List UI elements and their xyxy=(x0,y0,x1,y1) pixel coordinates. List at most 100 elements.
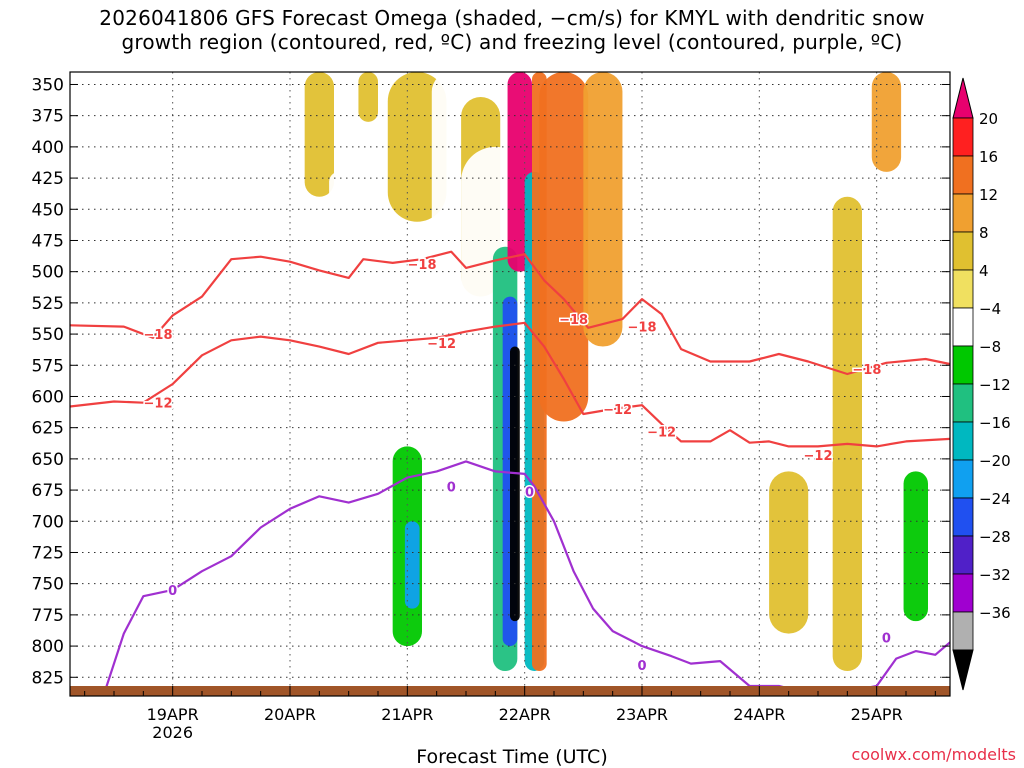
x-axis-title: Forecast Time (UTC) xyxy=(416,746,608,768)
y-tick-label-625: 625 xyxy=(32,419,64,439)
colorbar-band-6 xyxy=(952,307,974,347)
colorbar-band-7 xyxy=(952,345,974,385)
y-tick-label-650: 650 xyxy=(32,450,64,470)
y-tick-label-375: 375 xyxy=(32,107,64,127)
colorbar-band-12 xyxy=(952,535,974,575)
colorbar-band-10 xyxy=(952,459,974,499)
contour-line-1 xyxy=(70,321,950,448)
contour-label-2-1: 0 xyxy=(447,480,456,495)
x-tick-label-4: 23APR xyxy=(616,705,668,724)
omega-cell-20 xyxy=(539,72,589,422)
x-tick-label-0: 19APR xyxy=(147,705,199,724)
omega-cell-23 xyxy=(656,72,686,397)
omega-cell-2 xyxy=(270,72,290,247)
y-axis: 350 375 400 425 450 475 500 525 550 575 600 625 650 6… xyxy=(32,75,950,688)
contour-label-2-3: 0 xyxy=(637,659,646,674)
omega-cell-21 xyxy=(583,72,623,347)
contour-label-0-4: −18 xyxy=(628,321,657,336)
omega-cell-9 xyxy=(404,521,420,609)
colorbar-label-1: 16 xyxy=(979,148,998,166)
y-tick-label-400: 400 xyxy=(32,138,64,158)
colorbar-label-2: 12 xyxy=(979,186,998,204)
colorbar-band-13 xyxy=(952,573,974,613)
y-tick-label-775: 775 xyxy=(32,606,64,626)
x-tick-label-2: 21APR xyxy=(381,705,433,724)
y-tick-label-450: 450 xyxy=(32,200,64,220)
colorbar-label-4: 4 xyxy=(979,262,989,280)
colorbar-top-arrow xyxy=(952,77,974,119)
x-tick-label-5: 24APR xyxy=(733,705,785,724)
colorbar-band-9 xyxy=(952,421,974,461)
contour-label-1-1: −12 xyxy=(427,337,456,352)
colorbar-label-6: −8 xyxy=(979,338,1001,356)
omega-cell-6 xyxy=(358,72,378,122)
contour-label-2-2: 0 xyxy=(525,485,534,500)
title-line-1: 2026041806 GFS Forecast Omega (shaded, −… xyxy=(99,6,925,30)
contour-label-2-4: 0 xyxy=(882,631,891,646)
omega-shading xyxy=(145,72,946,672)
omega-cell-27 xyxy=(832,196,862,672)
contour-label-2-0: 0 xyxy=(168,584,177,599)
colorbar-band-3 xyxy=(952,193,974,233)
contour-label-1-3: −12 xyxy=(647,425,676,440)
colorbar-label-5: −4 xyxy=(979,300,1001,318)
site-credit: coolwx.com/modelts xyxy=(851,745,1016,764)
colorbar-band-4 xyxy=(952,231,974,271)
colorbar-label-10: −24 xyxy=(979,490,1011,508)
plot-frame xyxy=(69,71,951,697)
y-tick-label-700: 700 xyxy=(32,512,64,532)
colorbar-bottom-arrow xyxy=(952,649,974,691)
y-tick-label-575: 575 xyxy=(32,356,64,376)
omega-cell-3 xyxy=(275,571,305,672)
omega-cell-30 xyxy=(925,72,946,247)
contour-label-0-1: −18 xyxy=(144,328,173,343)
y-tick-label-350: 350 xyxy=(32,75,64,95)
omega-cell-0 xyxy=(158,346,188,672)
omega-cell-4 xyxy=(304,72,334,197)
x-tick-label-1: 20APR xyxy=(264,705,316,724)
omega-cell-16 xyxy=(510,346,520,622)
colorbar-label-7: −12 xyxy=(979,376,1011,394)
terrain-ground xyxy=(70,686,950,696)
colorbar-band-1 xyxy=(952,117,974,157)
contour-label-0-3: −18 xyxy=(852,363,881,378)
colorbar-band-11 xyxy=(952,497,974,537)
y-tick-label-475: 475 xyxy=(32,231,64,251)
colorbar-label-8: −16 xyxy=(979,414,1011,432)
omega-cell-5 xyxy=(329,171,349,322)
colorbar-label-0: 20 xyxy=(979,110,998,128)
title-line-2: growth region (contoured, red, ºC) and f… xyxy=(121,30,903,54)
colorbar-label-11: −28 xyxy=(979,528,1011,546)
y-tick-label-825: 825 xyxy=(32,668,64,688)
y-tick-label-750: 750 xyxy=(32,575,64,595)
colorbar: 20 16 12 8 4 −4 −8 −12 −16 −20 −24 −28 −32 −36 xyxy=(952,77,1011,691)
x-tick-year: 2026 xyxy=(152,723,193,742)
contour-label-0-2: −18 xyxy=(559,313,588,328)
y-tick-label-500: 500 xyxy=(32,263,64,283)
colorbar-label-12: −32 xyxy=(979,566,1011,584)
colorbar-band-8 xyxy=(952,383,974,423)
y-tick-label-425: 425 xyxy=(32,169,64,189)
gridlines xyxy=(70,72,950,696)
contour-line-0 xyxy=(70,250,950,376)
contour-label-1-4: −12 xyxy=(804,449,833,464)
chart-title: 2026041806 GFS Forecast Omega (shaded, −… xyxy=(0,6,1024,54)
y-tick-label-800: 800 xyxy=(32,637,64,657)
colorbar-label-3: 8 xyxy=(979,224,989,242)
x-axis: 19APR 20APR 21APR 22APR 23APR 24APR 25APR 2026 xyxy=(84,686,936,742)
omega-cell-24 xyxy=(690,296,730,672)
colorbar-band-5 xyxy=(952,269,974,309)
omega-cell-1 xyxy=(145,84,161,222)
y-tick-label-600: 600 xyxy=(32,387,64,407)
colorbar-label-9: −20 xyxy=(979,452,1011,470)
y-tick-label-550: 550 xyxy=(32,325,64,345)
omega-cell-26 xyxy=(769,471,809,634)
omega-cell-25 xyxy=(739,72,760,247)
contour-label-1-0: −12 xyxy=(144,397,173,412)
omega-cell-29 xyxy=(903,471,928,622)
y-tick-label-725: 725 xyxy=(32,543,64,563)
x-tick-label-6: 25APR xyxy=(851,705,903,724)
contour-label-1-2: −12 xyxy=(603,403,632,418)
y-tick-label-525: 525 xyxy=(32,294,64,314)
